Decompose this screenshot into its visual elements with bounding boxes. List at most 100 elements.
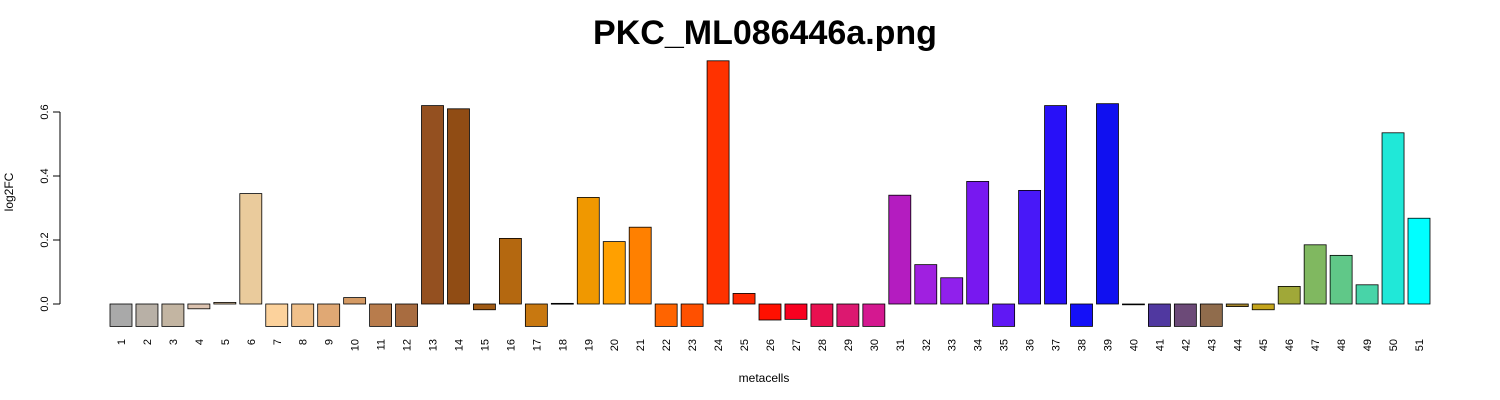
bar-14	[447, 108, 470, 305]
x-tick-label: 28	[817, 339, 829, 351]
bar-8	[291, 303, 315, 327]
bar-46	[1277, 285, 1301, 305]
bar-49	[1355, 284, 1379, 305]
x-tick-label: 20	[609, 339, 621, 351]
x-tick-label: 13	[428, 339, 440, 351]
bar-19	[576, 197, 600, 305]
x-tick-label: 1	[116, 339, 128, 345]
x-tick-label: 7	[272, 339, 284, 345]
x-tick-label: 4	[194, 339, 206, 345]
x-tick-label: 30	[869, 339, 881, 351]
x-tick-label: 22	[661, 339, 673, 351]
bar-48	[1329, 254, 1353, 305]
bar-34	[966, 181, 990, 305]
x-tick-label: 31	[895, 339, 907, 351]
bar-2	[135, 303, 159, 327]
x-tick-label: 35	[999, 339, 1011, 351]
x-tick-label: 27	[791, 339, 803, 351]
x-tick-label: 26	[765, 339, 777, 351]
bar-11	[369, 303, 393, 327]
bar-3	[161, 303, 185, 327]
bar-10	[343, 297, 367, 305]
bar-22	[654, 303, 678, 327]
x-tick-label: 21	[635, 339, 647, 351]
bar-13	[421, 105, 444, 305]
x-tick-label: 10	[350, 339, 362, 351]
bar-40	[1122, 303, 1145, 306]
x-tick-label: 17	[531, 339, 543, 351]
x-tick-label: 9	[324, 339, 336, 345]
bar-51	[1407, 217, 1431, 305]
x-tick-label: 41	[1154, 339, 1166, 351]
x-tick-label: 39	[1102, 339, 1114, 351]
x-tick-label: 24	[713, 339, 725, 351]
x-tick-label: 12	[402, 339, 414, 351]
x-tick-label: 45	[1258, 339, 1270, 351]
x-tick-label: 32	[921, 339, 933, 351]
bar-17	[524, 303, 548, 327]
bar-24	[706, 60, 730, 305]
bars	[109, 60, 1431, 327]
x-tick-label: 16	[505, 339, 517, 351]
bar-27	[784, 303, 808, 320]
bar-23	[680, 303, 704, 327]
bar-31	[888, 194, 912, 305]
bar-29	[836, 303, 860, 327]
x-tick-label: 6	[246, 339, 258, 345]
x-tick-label: 44	[1232, 339, 1244, 351]
bar-7	[265, 303, 289, 327]
y-tick-label: 0.0	[39, 296, 51, 311]
bar-43	[1199, 303, 1223, 327]
x-tick-label: 33	[947, 339, 959, 351]
bar-45	[1251, 303, 1275, 311]
bar-33	[940, 277, 964, 305]
bar-36	[1018, 189, 1041, 305]
x-tick-label: 42	[1180, 339, 1192, 351]
x-tick-label: 23	[687, 339, 699, 351]
bar-32	[914, 264, 938, 305]
bar-9	[317, 303, 341, 327]
x-tick-label: 14	[453, 339, 465, 351]
x-tick-label: 19	[583, 339, 595, 351]
bar-5	[213, 301, 237, 305]
bar-44	[1225, 303, 1249, 307]
bar-12	[395, 303, 418, 327]
x-tick-labels: 1 2 3 4 5 6 7 8 9 10 11 12 13 14 15 16 17 18 19 20 21 22 23 24 2…	[116, 339, 1426, 351]
x-tick-label: 25	[739, 339, 751, 351]
bar-50	[1381, 132, 1405, 305]
bar-15	[473, 303, 496, 311]
x-tick-label: 3	[168, 339, 180, 345]
bar-18	[550, 302, 574, 305]
x-tick-label: 46	[1284, 339, 1296, 351]
x-tick-label: 43	[1206, 339, 1218, 351]
bar-28	[810, 303, 834, 327]
y-tick-label: 0.6	[39, 104, 51, 119]
bar-26	[758, 303, 782, 321]
bar-30	[862, 303, 886, 327]
bar-42	[1173, 303, 1197, 327]
bar-47	[1303, 244, 1327, 305]
x-tick-label: 34	[973, 339, 985, 351]
bar-38	[1070, 303, 1093, 327]
y-axis-label: log2FC	[2, 172, 16, 211]
x-tick-label: 36	[1025, 339, 1037, 351]
bar-41	[1148, 303, 1171, 327]
x-tick-label: 48	[1336, 339, 1348, 351]
bar-4	[187, 303, 211, 310]
x-tick-label: 51	[1414, 339, 1426, 351]
x-tick-label: 29	[843, 339, 855, 351]
bar-37	[1044, 105, 1067, 305]
bar-21	[628, 226, 652, 305]
bar-20	[602, 241, 626, 305]
bar-39	[1096, 103, 1119, 305]
bar-16	[498, 237, 522, 305]
x-tick-label: 5	[220, 339, 232, 345]
chart-title: PKC_ML086446a.png	[593, 14, 937, 52]
x-tick-label: 18	[557, 339, 569, 351]
y-tick-label: 0.4	[39, 168, 51, 183]
x-tick-label: 11	[376, 339, 388, 350]
x-axis-label: metacells	[739, 371, 790, 385]
bar-6	[239, 193, 263, 305]
bar-35	[992, 303, 1016, 327]
